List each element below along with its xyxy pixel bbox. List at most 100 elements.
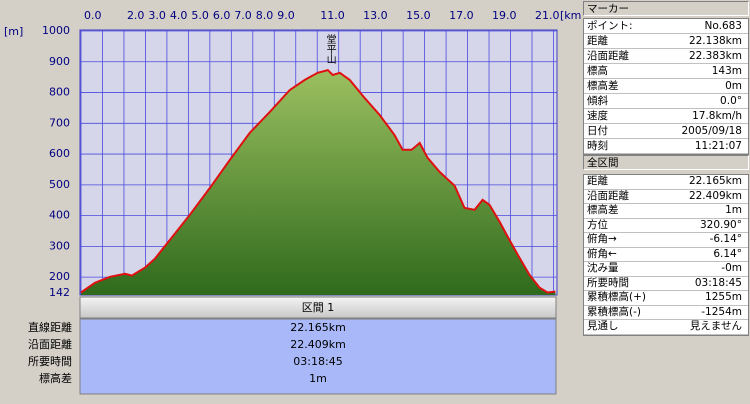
annotation: 堂平山 <box>324 34 336 64</box>
row-value: -0m <box>721 262 742 274</box>
row-value: No.683 <box>704 20 742 32</box>
row-value: 143m <box>711 65 742 77</box>
row-value: 6.14° <box>713 247 742 260</box>
panel-table: 距離 22.165km 沿面距離 22.409km 標高差 1m 方位 320.90° 俯角→ -… <box>583 174 749 336</box>
row-value: 17.8km/h <box>692 110 742 122</box>
row-value: 22.383km <box>688 50 742 62</box>
panel-row: 距離 22.138km <box>584 34 748 49</box>
row-value: 1m <box>309 372 327 385</box>
row-label: 標高差 <box>587 204 619 216</box>
row-value: 22.165km <box>688 175 742 187</box>
panel-table: ポイント: No.683 距離 22.138km 沿面距離 22.383km 標高 143m 標… <box>583 18 749 155</box>
panel-row: 沿面距離 22.409km <box>584 189 748 204</box>
section-header <box>79 296 557 319</box>
panel-row: 傾斜 0.0° <box>584 94 748 109</box>
row-value: 1255m <box>705 291 742 303</box>
x-tick-label: 13.0 <box>363 9 388 22</box>
row-label: 所要時間 <box>587 276 629 289</box>
profile-view: [m] [km] 0.0 2.0 3.0 4.05.0 6.07.0 8.09.0 11.0… <box>4 9 582 395</box>
row-value: 03:18:45 <box>293 355 342 368</box>
row-label: 標高差 <box>587 80 619 92</box>
y-tick-label: 800 <box>49 86 70 99</box>
x-tick-label: 6.0 <box>213 9 231 22</box>
panel-row: 見通し 見えません <box>584 320 748 335</box>
panel-row: 標高差 1m <box>584 204 748 219</box>
panel-row: 俯角← 6.14° <box>584 247 748 262</box>
row-value: 22.165km <box>290 321 346 334</box>
row-label: 日付 <box>587 125 608 137</box>
panel-row: 時刻 11:21:07 <box>584 139 748 154</box>
row-label: 所要時間 <box>28 355 72 368</box>
row-label: 沈み量 <box>587 262 619 274</box>
x-tick-label: 7.0 <box>234 9 252 22</box>
row-value: 0m <box>725 80 742 92</box>
panel-title: マーカー <box>583 1 749 16</box>
row-label: 累積標高(+) <box>587 291 646 303</box>
row-label: 傾斜 <box>587 95 608 107</box>
row-value: -6.14° <box>709 233 742 245</box>
row-value: 1m <box>725 204 742 216</box>
x-tick-label: 5.0 <box>191 9 209 22</box>
row-label: 累積標高(-) <box>587 305 641 318</box>
panel-row: ポイント: No.683 <box>584 19 748 34</box>
row-value: 0.0° <box>720 95 742 107</box>
section-title: 区間 1 <box>302 301 335 314</box>
panel-row: 速度 17.8km/h <box>584 109 748 124</box>
x-tick-label: 2.0 <box>127 9 144 22</box>
x-tick-label: 4.0 <box>170 9 188 22</box>
x-tick-label: 19.0 <box>492 9 516 22</box>
x-tick-label: 3.0 <box>148 9 166 22</box>
row-value: 22.138km <box>688 35 742 47</box>
row-value: 320.90° <box>700 218 742 231</box>
row-value: 22.409km <box>290 338 346 351</box>
x-tick-label: 0.0 <box>84 9 102 22</box>
row-label: 直線距離 <box>28 320 72 334</box>
panel-title: 全区間 <box>583 155 749 170</box>
row-value: 22.409km <box>688 189 742 202</box>
y-tick-label: 600 <box>49 147 70 160</box>
row-label: 距離 <box>587 35 608 47</box>
panel-row: 沈み量 -0m <box>584 262 748 277</box>
marker-panel: マーカー ポイント: No.683 距離 22.138km 沿面距離 22.383km 標高… <box>583 1 749 155</box>
row-label: 沿面距離 <box>28 337 72 351</box>
y-tick-label: 200 <box>49 270 70 283</box>
x-axis-label: [km] <box>560 9 582 22</box>
profile-line <box>80 68 556 294</box>
panel-row: 日付 2005/09/18 <box>584 124 748 139</box>
row-label: 標高差 <box>39 371 72 385</box>
row-label: 沿面距離 <box>587 189 629 202</box>
panel-row: 標高差 0m <box>584 79 748 94</box>
row-label: 距離 <box>587 175 608 187</box>
x-tick-label: 11.0 <box>320 9 345 22</box>
panel-row: 方位 320.90° <box>584 218 748 233</box>
y-tick-label: 300 <box>49 239 70 252</box>
section-table <box>79 318 557 395</box>
total-panel: 全区間 距離 22.165km 沿面距離 22.409km 標高差 1m 方位 320.90°… <box>583 155 749 336</box>
row-value: 見えません <box>689 320 742 332</box>
row-label: 方位 <box>587 218 608 231</box>
y-tick-label: 900 <box>49 55 70 68</box>
row-label: 見通し <box>587 320 619 332</box>
row-label: 時刻 <box>587 140 608 152</box>
row-label: 標高 <box>587 65 608 77</box>
panel-row: 累積標高(+) 1255m <box>584 291 748 306</box>
y-tick-label: 500 <box>49 178 70 191</box>
row-label: 沿面距離 <box>587 50 629 62</box>
y-tick-label: 700 <box>49 116 70 129</box>
x-tick-label: 21.0 <box>535 9 560 22</box>
panel-row: 距離 22.165km <box>584 175 748 190</box>
panel-row: 所要時間 03:18:45 <box>584 276 748 291</box>
x-tick-label: 17.0 <box>449 9 474 22</box>
y-tick-label: 142 <box>49 286 70 299</box>
y-tick-label: 1000 <box>42 24 70 37</box>
row-value: 11:21:07 <box>694 140 742 152</box>
row-label: 俯角→ <box>587 233 617 245</box>
y-axis-label: [m] <box>4 25 23 38</box>
x-tick-label: 8.0 <box>256 9 274 22</box>
row-value: 2005/09/18 <box>681 125 742 137</box>
panel-row: 標高 143m <box>584 64 748 79</box>
x-tick-label: 9.0 <box>277 9 295 22</box>
row-value: -1254m <box>701 305 742 318</box>
y-tick-label: 400 <box>49 209 70 222</box>
